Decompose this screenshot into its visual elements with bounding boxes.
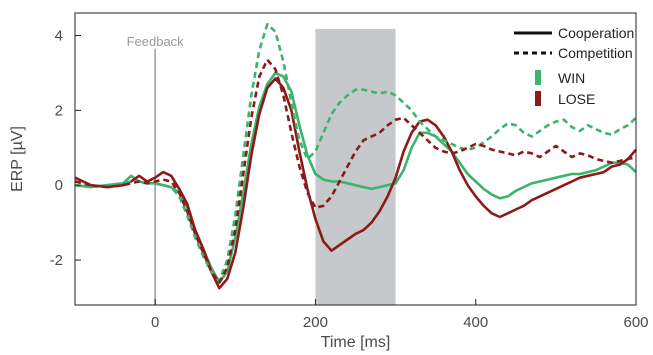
legend-label-lose: LOSE (558, 91, 595, 107)
x-axis-label: Time [ms] (321, 334, 391, 351)
y-tick-label: -2 (50, 252, 63, 269)
y-tick-label: 2 (55, 102, 63, 119)
x-tick-label: 0 (151, 314, 159, 331)
series-line-win-competition (74, 22, 637, 282)
y-axis-label: ERP [µV] (9, 126, 26, 192)
legend-label-competition: Competition (558, 45, 633, 61)
legend-swatch-lose (535, 91, 541, 106)
series-line-lose-cooperation (74, 77, 637, 290)
legend-swatch-win (535, 70, 541, 85)
y-tick-label: 4 (55, 27, 63, 44)
y-axis-ticks: -2 0 2 4 (50, 27, 81, 269)
x-tick-label: 400 (463, 314, 488, 331)
legend-label-cooperation: Cooperation (558, 25, 634, 41)
x-axis-ticks: 0 200 400 600 (151, 299, 649, 331)
axes-frame (74, 12, 637, 306)
plot-area: Feedback (74, 22, 637, 305)
series-layer (74, 22, 637, 290)
y-tick-label: 0 (55, 177, 63, 194)
axes: 0 200 400 600 -2 0 2 4 Time [ms] ERP [µV] (9, 12, 649, 351)
legend: Cooperation Competition WIN LOSE (514, 25, 634, 107)
series-line-lose-competition (74, 58, 637, 284)
legend-label-win: WIN (558, 70, 585, 86)
x-tick-label: 200 (303, 314, 328, 331)
feedback-annotation: Feedback (127, 34, 185, 49)
analysis-window-shading (315, 29, 396, 305)
x-tick-label: 600 (623, 314, 648, 331)
